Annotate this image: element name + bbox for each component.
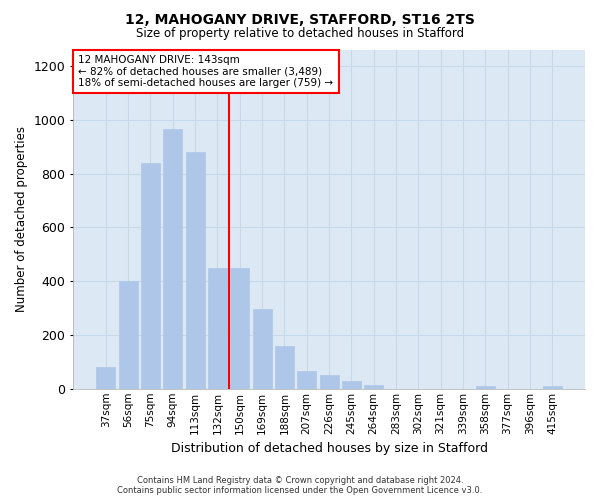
Text: Size of property relative to detached houses in Stafford: Size of property relative to detached ho…	[136, 28, 464, 40]
Bar	[543, 386, 562, 389]
Bar	[297, 372, 316, 389]
Bar	[320, 376, 338, 389]
Bar	[97, 368, 115, 389]
Y-axis label: Number of detached properties: Number of detached properties	[15, 126, 28, 312]
Bar	[230, 268, 249, 389]
X-axis label: Distribution of detached houses by size in Stafford: Distribution of detached houses by size …	[170, 442, 488, 455]
Bar	[185, 152, 205, 389]
Text: Contains HM Land Registry data © Crown copyright and database right 2024.
Contai: Contains HM Land Registry data © Crown c…	[118, 476, 482, 495]
Bar	[163, 130, 182, 389]
Bar	[342, 380, 361, 389]
Bar	[141, 163, 160, 389]
Bar	[119, 281, 137, 389]
Text: 12, MAHOGANY DRIVE, STAFFORD, ST16 2TS: 12, MAHOGANY DRIVE, STAFFORD, ST16 2TS	[125, 12, 475, 26]
Text: 12 MAHOGANY DRIVE: 143sqm
← 82% of detached houses are smaller (3,489)
18% of se: 12 MAHOGANY DRIVE: 143sqm ← 82% of detac…	[78, 55, 334, 88]
Bar	[208, 268, 227, 389]
Bar	[476, 386, 495, 389]
Bar	[364, 384, 383, 389]
Bar	[253, 310, 272, 389]
Bar	[275, 346, 294, 389]
